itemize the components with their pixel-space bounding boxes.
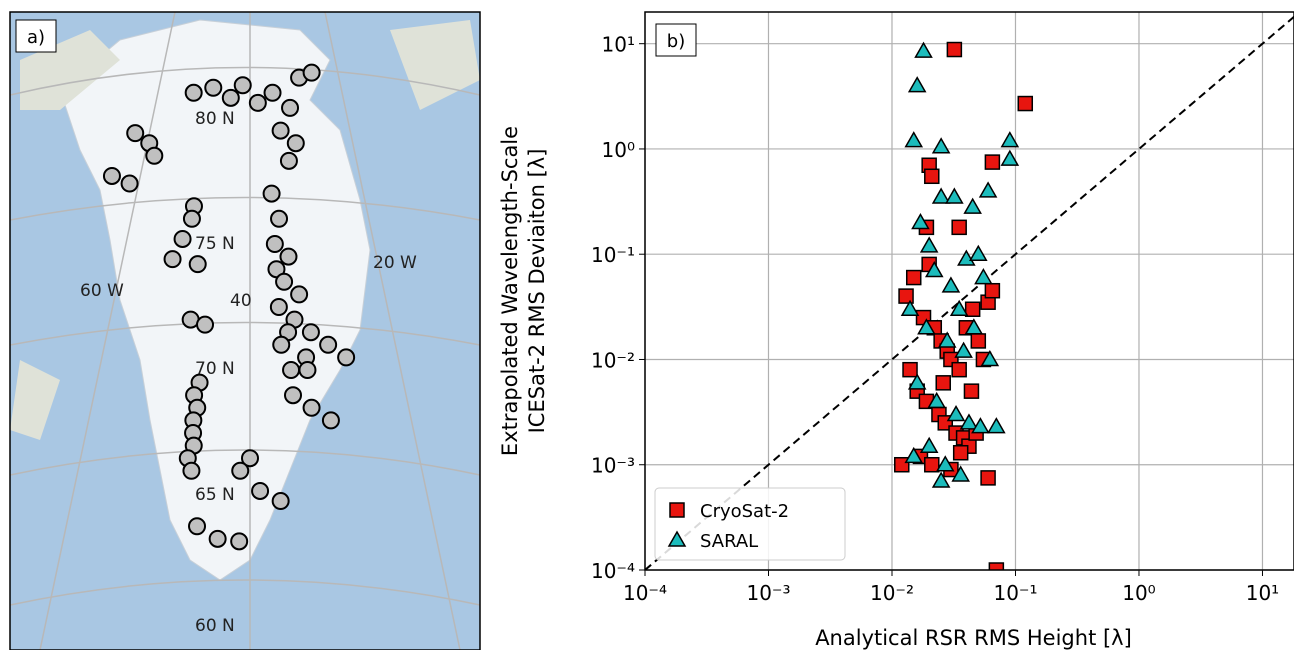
site — [184, 211, 200, 227]
point — [985, 155, 999, 169]
x-tick-label: 10⁰ — [1122, 581, 1155, 605]
point — [966, 302, 980, 316]
point — [925, 169, 939, 183]
lon-label: 20 W — [373, 253, 417, 273]
site — [104, 168, 120, 184]
x-tick-label: 10⁻¹ — [993, 581, 1037, 605]
site — [271, 299, 287, 315]
plot-area — [645, 12, 1294, 570]
site — [265, 85, 281, 101]
panel-label: a) — [27, 27, 45, 48]
site — [273, 337, 289, 353]
site — [252, 483, 268, 499]
site — [205, 80, 221, 96]
point — [936, 376, 950, 390]
x-tick-label: 10⁻³ — [746, 581, 790, 605]
point — [964, 384, 978, 398]
lon-label: 40 — [230, 291, 252, 311]
site — [276, 274, 292, 290]
scatter-panel: 10⁻⁴ 10⁻³ 10⁻² 10⁻¹ 10⁰ 10¹ 10⁻⁴ 10⁻³ 10⁻² 10⁻¹ 10… — [498, 12, 1294, 650]
site — [232, 463, 248, 479]
site — [189, 518, 205, 534]
site — [175, 231, 191, 247]
site — [273, 493, 289, 509]
y-tick-label: 10¹ — [602, 33, 635, 57]
point — [952, 220, 966, 234]
point — [952, 363, 966, 377]
site — [122, 176, 138, 192]
y-tick-label: 10⁻⁴ — [591, 559, 635, 583]
x-tick-label: 10⁻² — [870, 581, 914, 605]
site — [127, 125, 143, 141]
site — [320, 337, 336, 353]
site — [197, 317, 213, 333]
legend-label: CryoSat-2 — [700, 501, 789, 522]
point — [947, 43, 961, 57]
site — [282, 100, 298, 116]
site — [338, 349, 354, 365]
point — [903, 363, 917, 377]
figure: 80 N 75 N 70 N 65 N 60 N 60 W 40 20 W a)… — [0, 0, 1294, 650]
y-tick-label: 10⁻³ — [591, 454, 635, 478]
point — [985, 284, 999, 298]
x-tick-label: 10¹ — [1246, 581, 1279, 605]
y-tick-label: 10⁰ — [602, 138, 635, 162]
site — [223, 90, 239, 106]
x-tick-label: 10⁻⁴ — [623, 581, 667, 605]
site — [190, 256, 206, 272]
site — [146, 148, 162, 164]
site — [323, 412, 339, 428]
point — [981, 471, 995, 485]
site — [273, 123, 289, 139]
point — [954, 446, 968, 460]
y-tick-label: 10⁻² — [591, 348, 635, 372]
site — [267, 236, 283, 252]
site — [186, 85, 202, 101]
point — [907, 271, 921, 285]
map-panel: 80 N 75 N 70 N 65 N 60 N 60 W 40 20 W — [10, 12, 480, 650]
site — [285, 387, 301, 403]
site — [304, 65, 320, 81]
site — [299, 362, 315, 378]
lon-label: 60 W — [80, 281, 124, 301]
site — [280, 249, 296, 265]
site — [288, 135, 304, 151]
point — [971, 334, 985, 348]
site — [210, 531, 226, 547]
point — [925, 458, 939, 472]
legend-label: SARAL — [700, 531, 758, 552]
site — [303, 324, 319, 340]
site — [283, 362, 299, 378]
y-tick-label: 10⁻¹ — [591, 243, 635, 267]
site — [304, 400, 320, 416]
lat-label: 65 N — [195, 485, 235, 505]
site — [250, 95, 266, 111]
site — [271, 211, 287, 227]
site — [183, 463, 199, 479]
y-axis-label: ICESat-2 RMS Deviaiton [λ] — [525, 149, 549, 434]
site — [235, 77, 251, 93]
point — [1018, 97, 1032, 111]
x-axis-label: Analytical RSR RMS Height [λ] — [815, 626, 1132, 650]
lat-label: 60 N — [195, 616, 235, 636]
legend-marker — [670, 503, 684, 517]
site — [291, 286, 307, 302]
panel-label: b) — [667, 31, 685, 52]
point — [899, 289, 913, 303]
lat-label: 75 N — [195, 234, 235, 254]
y-axis-label: Extrapolated Wavelength-Scale — [498, 126, 522, 456]
site — [165, 251, 181, 267]
site — [264, 186, 280, 202]
lat-label: 80 N — [195, 109, 235, 129]
site — [281, 153, 297, 169]
site — [231, 533, 247, 549]
